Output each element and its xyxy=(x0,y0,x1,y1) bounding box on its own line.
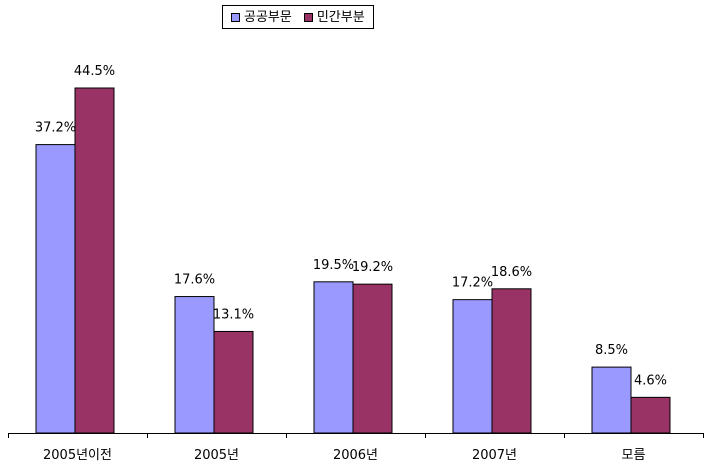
data-label: 19.5% xyxy=(313,258,354,273)
legend-swatch-private xyxy=(303,12,313,22)
data-label: 4.6% xyxy=(634,373,667,388)
data-label: 8.5% xyxy=(595,343,628,358)
bar-private xyxy=(74,87,115,434)
bar-public xyxy=(313,281,354,434)
x-tick-label: 2007년 xyxy=(472,448,517,463)
bar-public xyxy=(591,366,632,434)
legend-label-public: 공공부문 xyxy=(244,9,292,25)
data-label: 17.6% xyxy=(174,273,215,288)
bar-private xyxy=(213,330,254,434)
bar-public xyxy=(452,299,493,434)
x-tick-labels: 2005년이전 2005년 2006년 2007년 모름 xyxy=(43,448,645,463)
legend-item-public: 공공부문 xyxy=(231,11,292,24)
bar-private xyxy=(630,396,671,434)
bar-public xyxy=(174,296,215,434)
data-label: 19.2% xyxy=(352,260,393,275)
bar-public xyxy=(35,144,76,434)
x-tick-label: 2006년 xyxy=(333,448,378,463)
data-label: 17.2% xyxy=(452,276,493,291)
legend-item-private: 민간부분 xyxy=(303,9,365,25)
legend-swatch-public xyxy=(231,12,240,22)
legend: 공공부문 민간부분 xyxy=(222,5,374,29)
data-label: 13.1% xyxy=(213,307,254,322)
legend-label-private: 민간부분 xyxy=(316,9,365,25)
x-axis xyxy=(8,433,704,438)
data-labels: 37.2% 44.5% 17.6% 13.1% 19.5%19.2% 17.2%18.6%… xyxy=(35,64,667,388)
x-tick-label: 2005년 xyxy=(194,448,239,463)
bars xyxy=(35,87,671,434)
data-label: 44.5% xyxy=(74,64,115,79)
x-tick-label: 2005년이전 xyxy=(43,448,112,463)
data-label: 37.2% xyxy=(35,121,76,136)
data-label: 18.6% xyxy=(491,265,532,280)
bar-private xyxy=(352,283,393,434)
x-tick-label: 모름 xyxy=(622,448,646,463)
bar-private xyxy=(491,288,532,434)
